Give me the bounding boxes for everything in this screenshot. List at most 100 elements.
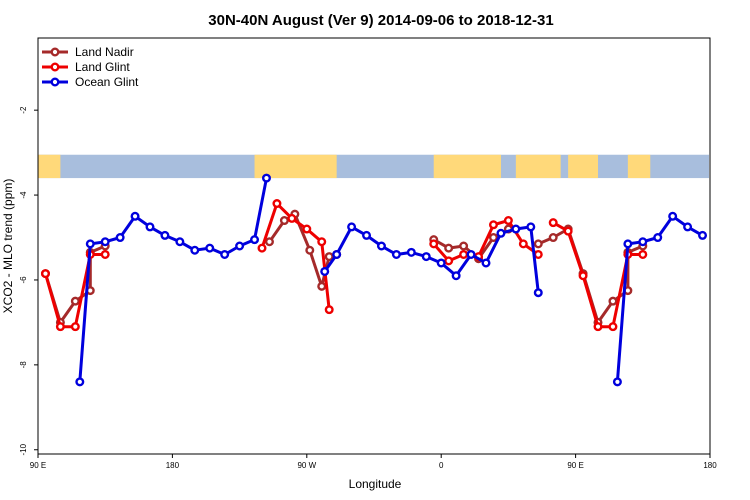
legend-marker	[50, 47, 60, 57]
data-point	[40, 269, 50, 279]
data-point	[100, 237, 110, 247]
data-point	[533, 288, 543, 298]
data-point	[496, 228, 506, 238]
data-point	[175, 237, 185, 247]
x-tick-label: 90 W	[297, 461, 316, 470]
data-point	[533, 249, 543, 259]
map-land	[515, 154, 561, 179]
data-point	[70, 322, 80, 332]
data-point	[503, 216, 513, 226]
data-point	[421, 252, 431, 262]
x-tick-label: 0	[439, 461, 444, 470]
data-point	[406, 247, 416, 257]
data-point	[130, 211, 140, 221]
data-point	[55, 322, 65, 332]
data-point	[302, 224, 312, 234]
data-point	[115, 233, 125, 243]
data-point	[511, 224, 521, 234]
data-point	[653, 233, 663, 243]
series-land-nadir	[40, 209, 648, 327]
y-tick-label: -6	[19, 276, 28, 284]
data-point	[533, 239, 543, 249]
data-point	[623, 239, 633, 249]
data-point	[250, 235, 260, 245]
data-point	[279, 216, 289, 226]
data-point	[85, 239, 95, 249]
data-point	[324, 252, 334, 262]
map-band	[38, 154, 709, 179]
data-point	[488, 233, 498, 243]
map-ocean	[39, 154, 709, 179]
data-point	[190, 245, 200, 255]
data-point	[548, 218, 558, 228]
map-land	[38, 154, 61, 179]
data-point	[305, 245, 315, 255]
data-point	[317, 237, 327, 247]
data-point	[205, 243, 215, 253]
x-tick-label: 180	[166, 461, 180, 470]
data-point	[638, 237, 648, 247]
data-point	[100, 249, 110, 259]
data-point	[160, 230, 170, 240]
data-point	[488, 220, 498, 230]
y-tick-label: -8	[19, 361, 28, 369]
y-axis-label: XCO2 - MLO trend (ppm)	[1, 179, 15, 314]
data-point	[235, 241, 245, 251]
data-point	[563, 226, 573, 236]
data-point	[578, 271, 588, 281]
legend-label: Ocean Glint	[75, 75, 139, 89]
legend-label: Land Glint	[75, 60, 130, 74]
data-point	[526, 222, 536, 232]
data-point	[459, 249, 469, 259]
data-point	[481, 258, 491, 268]
y-tick-label: -2	[19, 106, 28, 114]
data-point	[668, 211, 678, 221]
x-tick-label: 90 E	[567, 461, 583, 470]
data-point	[264, 237, 274, 247]
data-point	[466, 249, 476, 259]
data-point	[324, 305, 334, 315]
plot-frame	[37, 37, 711, 455]
data-point	[683, 222, 693, 232]
data-point	[436, 258, 446, 268]
data-point	[548, 233, 558, 243]
y-tick-label: -10	[19, 443, 28, 455]
legend-marker	[50, 77, 60, 87]
data-point	[257, 243, 267, 253]
data-point	[75, 377, 85, 387]
data-point	[272, 199, 282, 209]
data-point	[459, 241, 469, 251]
data-point	[220, 249, 230, 259]
data-point	[451, 271, 461, 281]
data-point	[391, 249, 401, 259]
y-axis: -2 -4 -6 -8 -10	[19, 106, 38, 456]
series-layer	[40, 173, 708, 387]
data-point	[638, 249, 648, 259]
x-axis: 90 E 180 90 W 0 90 E 180	[30, 454, 717, 470]
data-point	[376, 241, 386, 251]
data-point	[145, 222, 155, 232]
x-axis-label: Longitude	[349, 477, 402, 491]
series-line	[260, 202, 331, 310]
data-point	[362, 230, 372, 240]
series-line	[323, 225, 540, 293]
map-land	[568, 154, 598, 179]
data-point	[317, 281, 327, 291]
data-point	[429, 239, 439, 249]
chart-title: 30N-40N August (Ver 9) 2014-09-06 to 201…	[208, 12, 553, 29]
x-tick-label: 90 E	[30, 461, 46, 470]
data-point	[608, 322, 618, 332]
data-point	[261, 173, 271, 183]
data-point	[320, 266, 330, 276]
data-point	[444, 256, 454, 266]
legend-label: Land Nadir	[75, 45, 134, 59]
data-point	[444, 243, 454, 253]
data-point	[332, 249, 342, 259]
data-point	[612, 377, 622, 387]
data-point	[287, 213, 297, 223]
data-point	[608, 296, 618, 306]
series-line	[78, 177, 268, 382]
data-point	[70, 296, 80, 306]
